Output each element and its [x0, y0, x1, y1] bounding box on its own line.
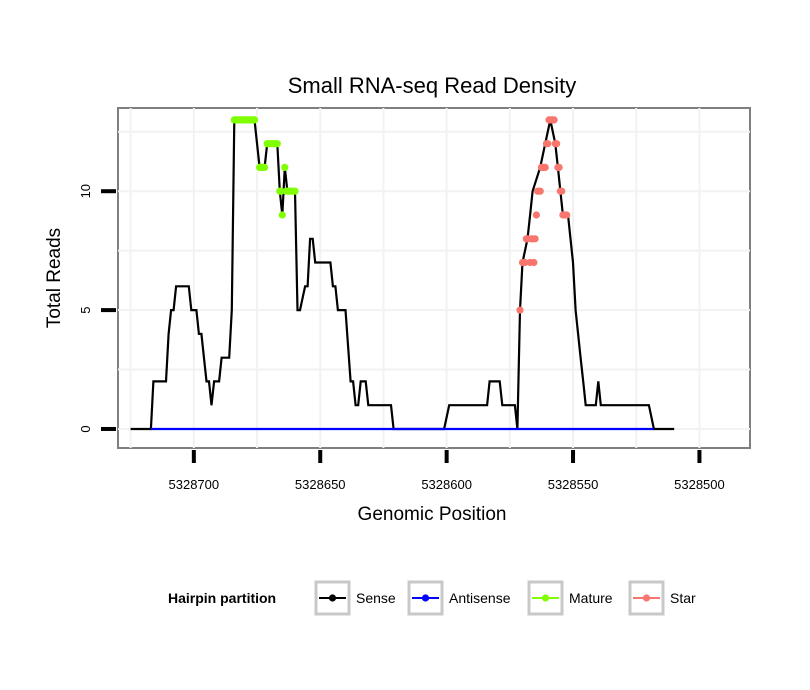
legend-item-sense: Sense: [314, 580, 396, 616]
point-star: [536, 187, 544, 195]
point-star: [521, 258, 529, 267]
point-mature: [277, 187, 285, 195]
legend-key-point: [421, 594, 430, 602]
point-star: [558, 187, 566, 195]
point-star: [544, 140, 552, 148]
point-mature: [261, 163, 269, 171]
legend-keys: Sense Antisense Mature Star: [314, 580, 696, 616]
legend-key-point: [328, 594, 337, 602]
point-star: [550, 116, 558, 124]
legend-title: Hairpin partition: [168, 590, 276, 606]
legend: Hairpin partition Sense Antisense Mature St…: [168, 580, 696, 616]
series-points: [230, 116, 571, 314]
gridlines: [118, 108, 750, 448]
y-tick-label: 10: [78, 184, 93, 198]
x-tick-label: 5328500: [674, 477, 725, 492]
point-mature: [291, 187, 299, 195]
legend-key-point: [541, 594, 550, 602]
point-star: [553, 140, 561, 148]
legend-key-point: [642, 594, 651, 602]
chart-title: Small RNA-seq Read Density: [288, 73, 577, 98]
point-star: [541, 163, 549, 171]
point-star: [516, 306, 524, 314]
point-star: [531, 235, 539, 243]
point-mature: [281, 163, 289, 171]
plot-panel: [117, 107, 751, 449]
legend-label: Mature: [569, 590, 613, 606]
legend-label: Antisense: [449, 590, 511, 606]
series-line-sense: [130, 118, 675, 431]
x-axis-title: Genomic Position: [358, 504, 507, 525]
legend-item-star: Star: [628, 580, 696, 616]
y-tick-label: 0: [78, 425, 93, 432]
series-lines: [130, 118, 675, 431]
point-mature: [273, 140, 281, 148]
y-tick-label: 5: [78, 306, 93, 313]
point-star: [530, 258, 538, 267]
x-tick-label: 5328550: [548, 477, 599, 492]
point-mature: [250, 116, 259, 124]
legend-label: Star: [670, 590, 696, 606]
legend-item-mature: Mature: [527, 580, 613, 616]
legend-label: Sense: [356, 590, 396, 606]
x-tick-label: 5328700: [169, 477, 220, 492]
point-star: [532, 211, 541, 219]
point-star: [563, 211, 571, 219]
x-tick-label: 5328600: [421, 477, 472, 492]
y-axis-title: Total Reads: [44, 228, 65, 328]
axis-ticks: 5328700 5328650 5328600 5328550 5328500 0 5 10: [78, 184, 725, 492]
legend-item-antisense: Antisense: [407, 580, 511, 616]
x-tick-label: 5328650: [295, 477, 346, 492]
point-star: [555, 163, 563, 171]
point-mature: [278, 211, 286, 219]
